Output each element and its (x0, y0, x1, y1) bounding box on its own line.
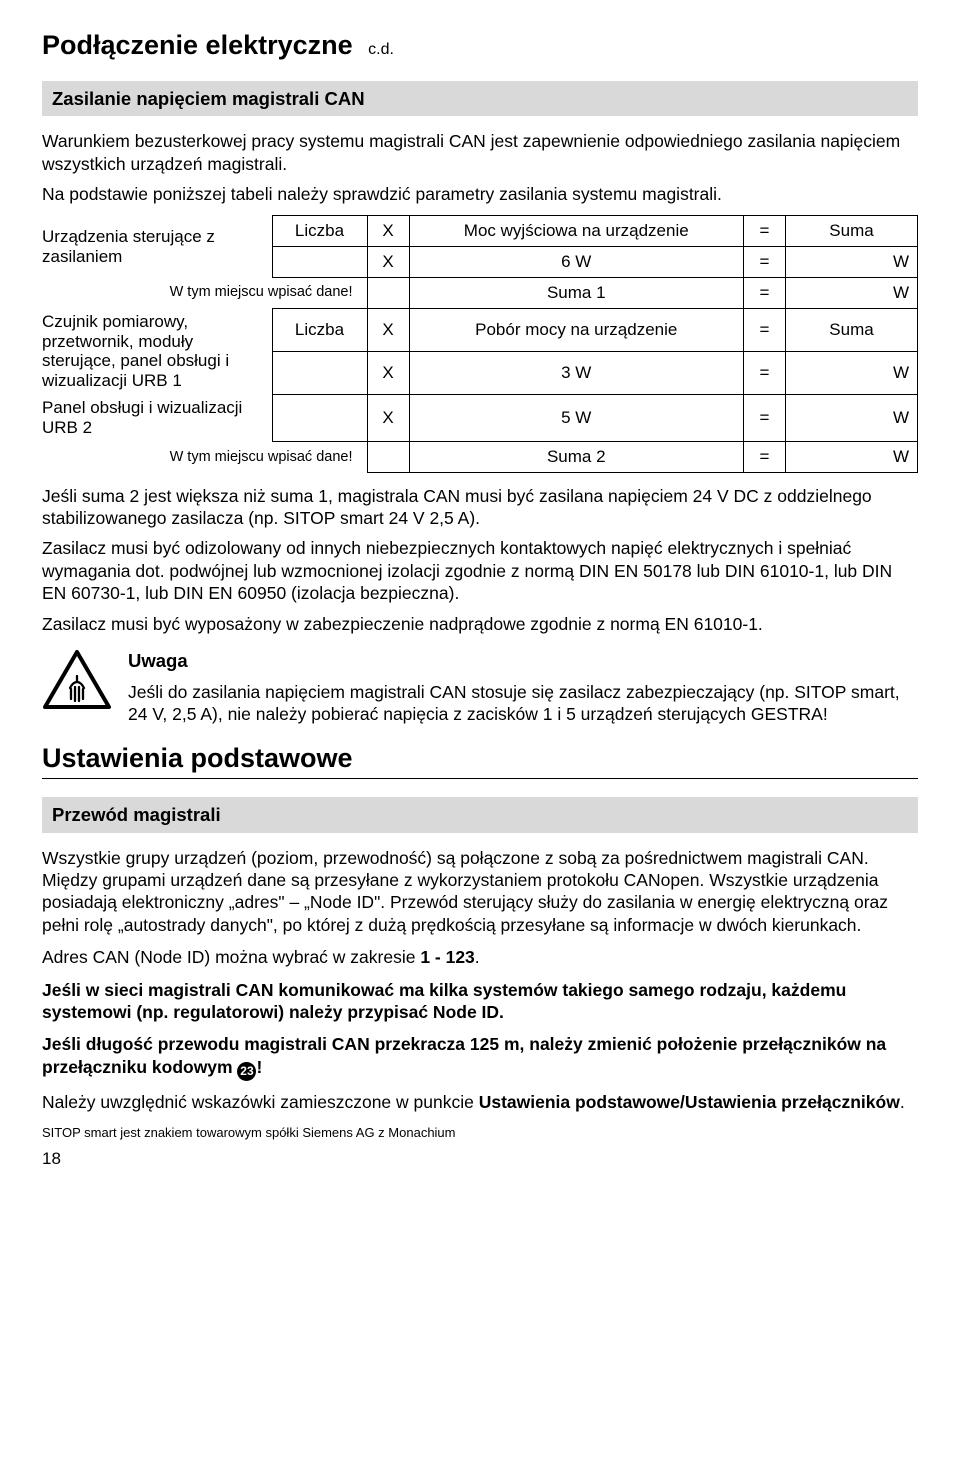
cell-blank (367, 441, 409, 472)
page-number: 18 (42, 1148, 918, 1170)
cell-eq: = (744, 394, 786, 441)
cell-x: X (367, 351, 409, 394)
section2-heading: Ustawienia podstawowe (42, 741, 918, 779)
bus-p5-a: Należy uwzględnić wskazówki zamieszczone… (42, 1092, 479, 1112)
circled-23: 23 (237, 1062, 256, 1081)
bus-p4: Jeśli długość przewodu magistrali CAN pr… (42, 1033, 918, 1080)
bus-p5-c: . (900, 1092, 905, 1112)
intro-para-2: Na podstawie poniższej tabeli należy spr… (42, 183, 918, 205)
cell-pobor: Pobór mocy na urządzenie (409, 308, 744, 351)
cell-x: X (367, 308, 409, 351)
title-cd: c.d. (368, 41, 394, 58)
cell-blank (367, 277, 409, 308)
cell-eq: = (744, 441, 786, 472)
section-bar-power: Zasilanie napięciem magistrali CAN (42, 81, 918, 117)
cell-empty (272, 394, 367, 441)
row2-label: Czujnik pomiarowy, przetwor­nik, moduły … (42, 308, 272, 394)
warning-text: Jeśli do zasilania napięciem magistrali … (128, 681, 918, 726)
footnote: SITOP smart jest znakiem towarowym spółk… (42, 1125, 918, 1142)
after-p3: Zasilacz musi być wyposażony w zabezpiec… (42, 613, 918, 635)
cell-liczba-2: Liczba (272, 308, 367, 351)
bus-p2-post: . (475, 947, 480, 967)
warning-icon (42, 649, 112, 716)
cell-eq: = (744, 277, 786, 308)
warning-block: Uwaga Jeśli do zasilania napięciem magis… (42, 649, 918, 725)
cell-w: W (786, 394, 918, 441)
bus-p2-bold: 1 - 123 (420, 947, 474, 967)
cell-moc-out: Moc wyjściowa na urządzenie (409, 216, 744, 247)
cell-w: W (786, 351, 918, 394)
after-p1: Jeśli suma 2 jest większa niż suma 1, ma… (42, 485, 918, 530)
title-text: Podłączenie elektryczne (42, 30, 353, 60)
bus-p2: Adres CAN (Node ID) można wybrać w zakre… (42, 946, 918, 968)
bus-p2-pre: Adres CAN (Node ID) można wybrać w zakre… (42, 947, 420, 967)
cell-x: X (367, 247, 409, 278)
cell-x: X (367, 216, 409, 247)
cell-6w: 6 W (409, 247, 744, 278)
power-table: Urządzenia sterujące z zasilaniem Liczba… (42, 215, 918, 472)
warning-title: Uwaga (128, 649, 918, 673)
row1-label: Urządzenia sterujące z zasilaniem (42, 216, 272, 278)
cell-w: W (786, 441, 918, 472)
cell-5w: 5 W (409, 394, 744, 441)
cell-empty (272, 247, 367, 278)
bus-p5: Należy uwzględnić wskazówki zamieszczone… (42, 1091, 918, 1113)
intro-para-1: Warunkiem bezusterkowej pracy systemu ma… (42, 130, 918, 175)
cell-x: X (367, 394, 409, 441)
row3-label: Panel obsługi i wizualiza­cji URB 2 (42, 394, 272, 441)
cell-empty (272, 351, 367, 394)
bus-p3: Jeśli w sieci magistrali CAN komunikować… (42, 979, 918, 1024)
cell-eq: = (744, 351, 786, 394)
cell-suma2: Suma 2 (409, 441, 744, 472)
cell-w: W (786, 247, 918, 278)
cell-w: W (786, 277, 918, 308)
section-bar-bus: Przewód magistrali (42, 797, 918, 833)
cell-liczba-1: Liczba (272, 216, 367, 247)
cell-suma-1: Suma (786, 216, 918, 247)
cell-suma1: Suma 1 (409, 277, 744, 308)
bus-p1: Wszystkie grupy urządzeń (poziom, przewo… (42, 847, 918, 937)
bus-p3-bold: Jeśli w sieci magistrali CAN komunikować… (42, 980, 846, 1022)
bus-p4-a: Jeśli długość przewodu magistrali CAN pr… (42, 1034, 886, 1076)
note-2: W tym miejscu wpisać dane! (42, 441, 367, 472)
cell-suma-2: Suma (786, 308, 918, 351)
bus-p4-b: ! (256, 1057, 262, 1077)
cell-eq: = (744, 216, 786, 247)
note-1: W tym miejscu wpisać dane! (42, 277, 367, 308)
cell-eq: = (744, 247, 786, 278)
after-p2: Zasilacz musi być odizolowany od innych … (42, 537, 918, 604)
page-title: Podłączenie elektryczne c.d. (42, 28, 918, 63)
cell-eq: = (744, 308, 786, 351)
cell-3w: 3 W (409, 351, 744, 394)
bus-p5-b: Ustawienia podstawowe/Ustawienia przełąc… (479, 1092, 900, 1112)
